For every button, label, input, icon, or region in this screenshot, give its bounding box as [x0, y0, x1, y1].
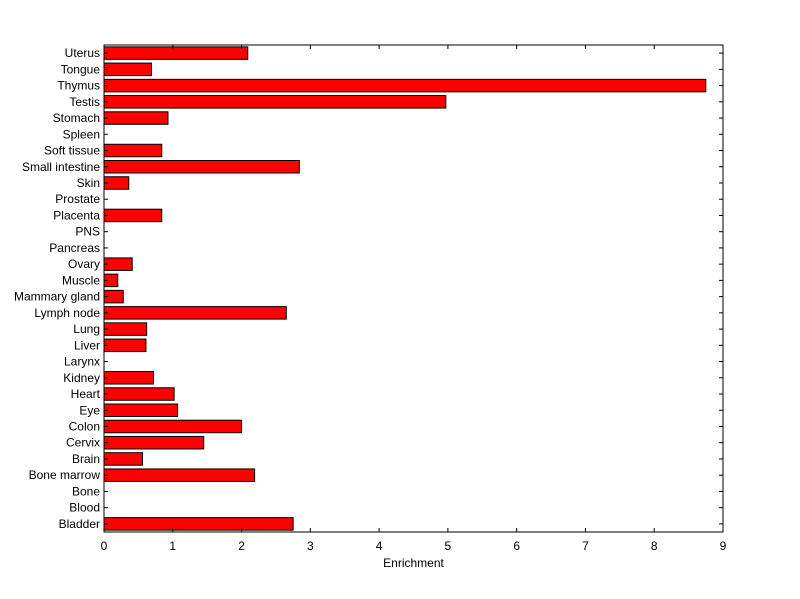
y-tick-label: Small intestine: [22, 160, 100, 174]
x-tick-label: 7: [582, 539, 589, 553]
x-tick-label: 9: [720, 539, 727, 553]
bar-eye: [103, 403, 179, 417]
bar-lung: [103, 322, 148, 336]
x-tick-label: 4: [376, 539, 383, 553]
x-tick-label: 0: [101, 539, 108, 553]
y-tick-label: Ovary: [68, 257, 100, 271]
y-tick-label: Soft tissue: [44, 144, 100, 158]
y-tick-label: Larynx: [64, 355, 100, 369]
y-tick-label: Heart: [71, 387, 101, 401]
bar-ovary: [103, 257, 133, 271]
y-tick-label: Mammary gland: [14, 290, 100, 304]
x-tick-label: 5: [445, 539, 452, 553]
y-tick-label: Skin: [77, 176, 100, 190]
x-tick-label: 6: [513, 539, 520, 553]
x-tick-label: 3: [307, 539, 314, 553]
bar-heart: [103, 387, 175, 401]
y-tick-label: Muscle: [62, 273, 100, 287]
bars-group: [103, 46, 707, 531]
bar-small-intestine: [103, 160, 300, 174]
bar-thymus: [103, 78, 707, 93]
y-tick-label: Spleen: [63, 127, 100, 141]
y-tick-label: Bone marrow: [29, 468, 101, 482]
y-tick-label: Uterus: [65, 46, 100, 60]
bar-kidney: [103, 371, 155, 385]
y-tick-label: Testis: [69, 95, 100, 109]
y-tick-label: Placenta: [53, 208, 100, 222]
y-tick-label: Stomach: [53, 111, 100, 125]
x-axis-label: Enrichment: [383, 556, 444, 570]
bar-lymph-node: [103, 306, 287, 320]
ticks-group: [103, 45, 724, 532]
bar-uterus: [103, 46, 249, 60]
y-tick-label: Thymus: [57, 79, 100, 93]
bar-stomach: [103, 111, 169, 125]
y-tick-label: Kidney: [63, 371, 100, 385]
x-tick-label: 2: [238, 539, 245, 553]
y-tick-label: Colon: [69, 419, 100, 433]
y-tick-label: Liver: [74, 338, 100, 352]
y-tick-label: Cervix: [66, 436, 100, 450]
bar-tongue: [103, 62, 152, 77]
bar-placenta: [103, 208, 163, 223]
bar-liver: [103, 338, 147, 353]
y-tick-label: Lung: [73, 322, 100, 336]
bar-testis: [103, 95, 447, 109]
y-tick-label: Prostate: [55, 192, 100, 206]
y-tick-label: Blood: [69, 501, 100, 515]
y-tick-label: Bladder: [59, 517, 100, 531]
y-tick-label: Bone: [72, 484, 100, 498]
labels-group: Uterus Tongue Thymus Testis Stomach Spleen Sof…: [14, 46, 727, 553]
y-tick-label: Brain: [72, 452, 100, 466]
plot-frame: [103, 44, 724, 533]
bar-bone-marrow: [103, 468, 256, 482]
y-tick-label: PNS: [75, 225, 100, 239]
x-tick-label: 1: [169, 539, 176, 553]
y-tick-label: Pancreas: [49, 241, 100, 255]
y-tick-label: Lymph node: [34, 306, 100, 320]
y-tick-label: Eye: [79, 403, 100, 417]
y-tick-label: Tongue: [61, 62, 101, 76]
bar-cervix: [103, 435, 205, 450]
bar-bladder: [103, 517, 294, 531]
bar-colon: [103, 419, 243, 434]
bar-soft-tissue: [103, 143, 163, 158]
x-tick-label: 8: [651, 539, 658, 553]
bar-brain: [103, 452, 144, 466]
